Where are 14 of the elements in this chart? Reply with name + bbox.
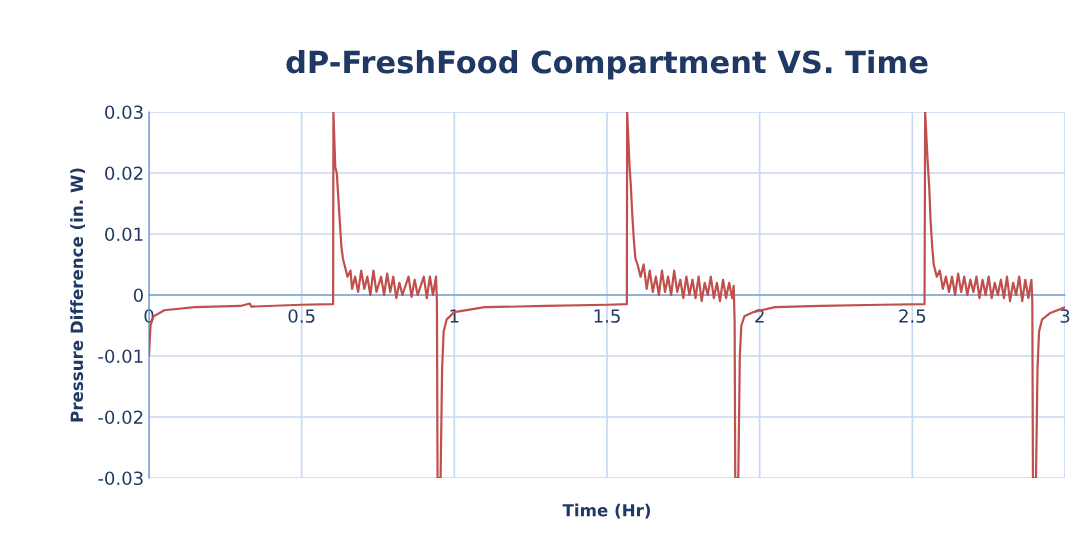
x-axis-title: Time (Hr) xyxy=(562,503,651,519)
y-tick-label: 0.02 xyxy=(105,166,143,181)
x-tick-label: 3 xyxy=(1060,309,1070,323)
y-tick-label: -0.01 xyxy=(98,349,143,364)
y-tick-label: -0.03 xyxy=(98,471,143,486)
y-tick-label: 0 xyxy=(133,288,143,303)
y-axis-title: Pressure Difference (in. W) xyxy=(70,168,86,422)
y-tick-label: 0.03 xyxy=(105,105,143,120)
x-tick-label: 2.5 xyxy=(899,309,926,323)
chart-title: dP-FreshFood Compartment VS. Time xyxy=(286,49,928,80)
x-tick-label: 1.5 xyxy=(594,309,620,323)
y-tick-label: -0.02 xyxy=(98,410,143,425)
x-tick-label: 0.5 xyxy=(288,309,315,323)
y-tick-label: 0.01 xyxy=(105,227,143,242)
